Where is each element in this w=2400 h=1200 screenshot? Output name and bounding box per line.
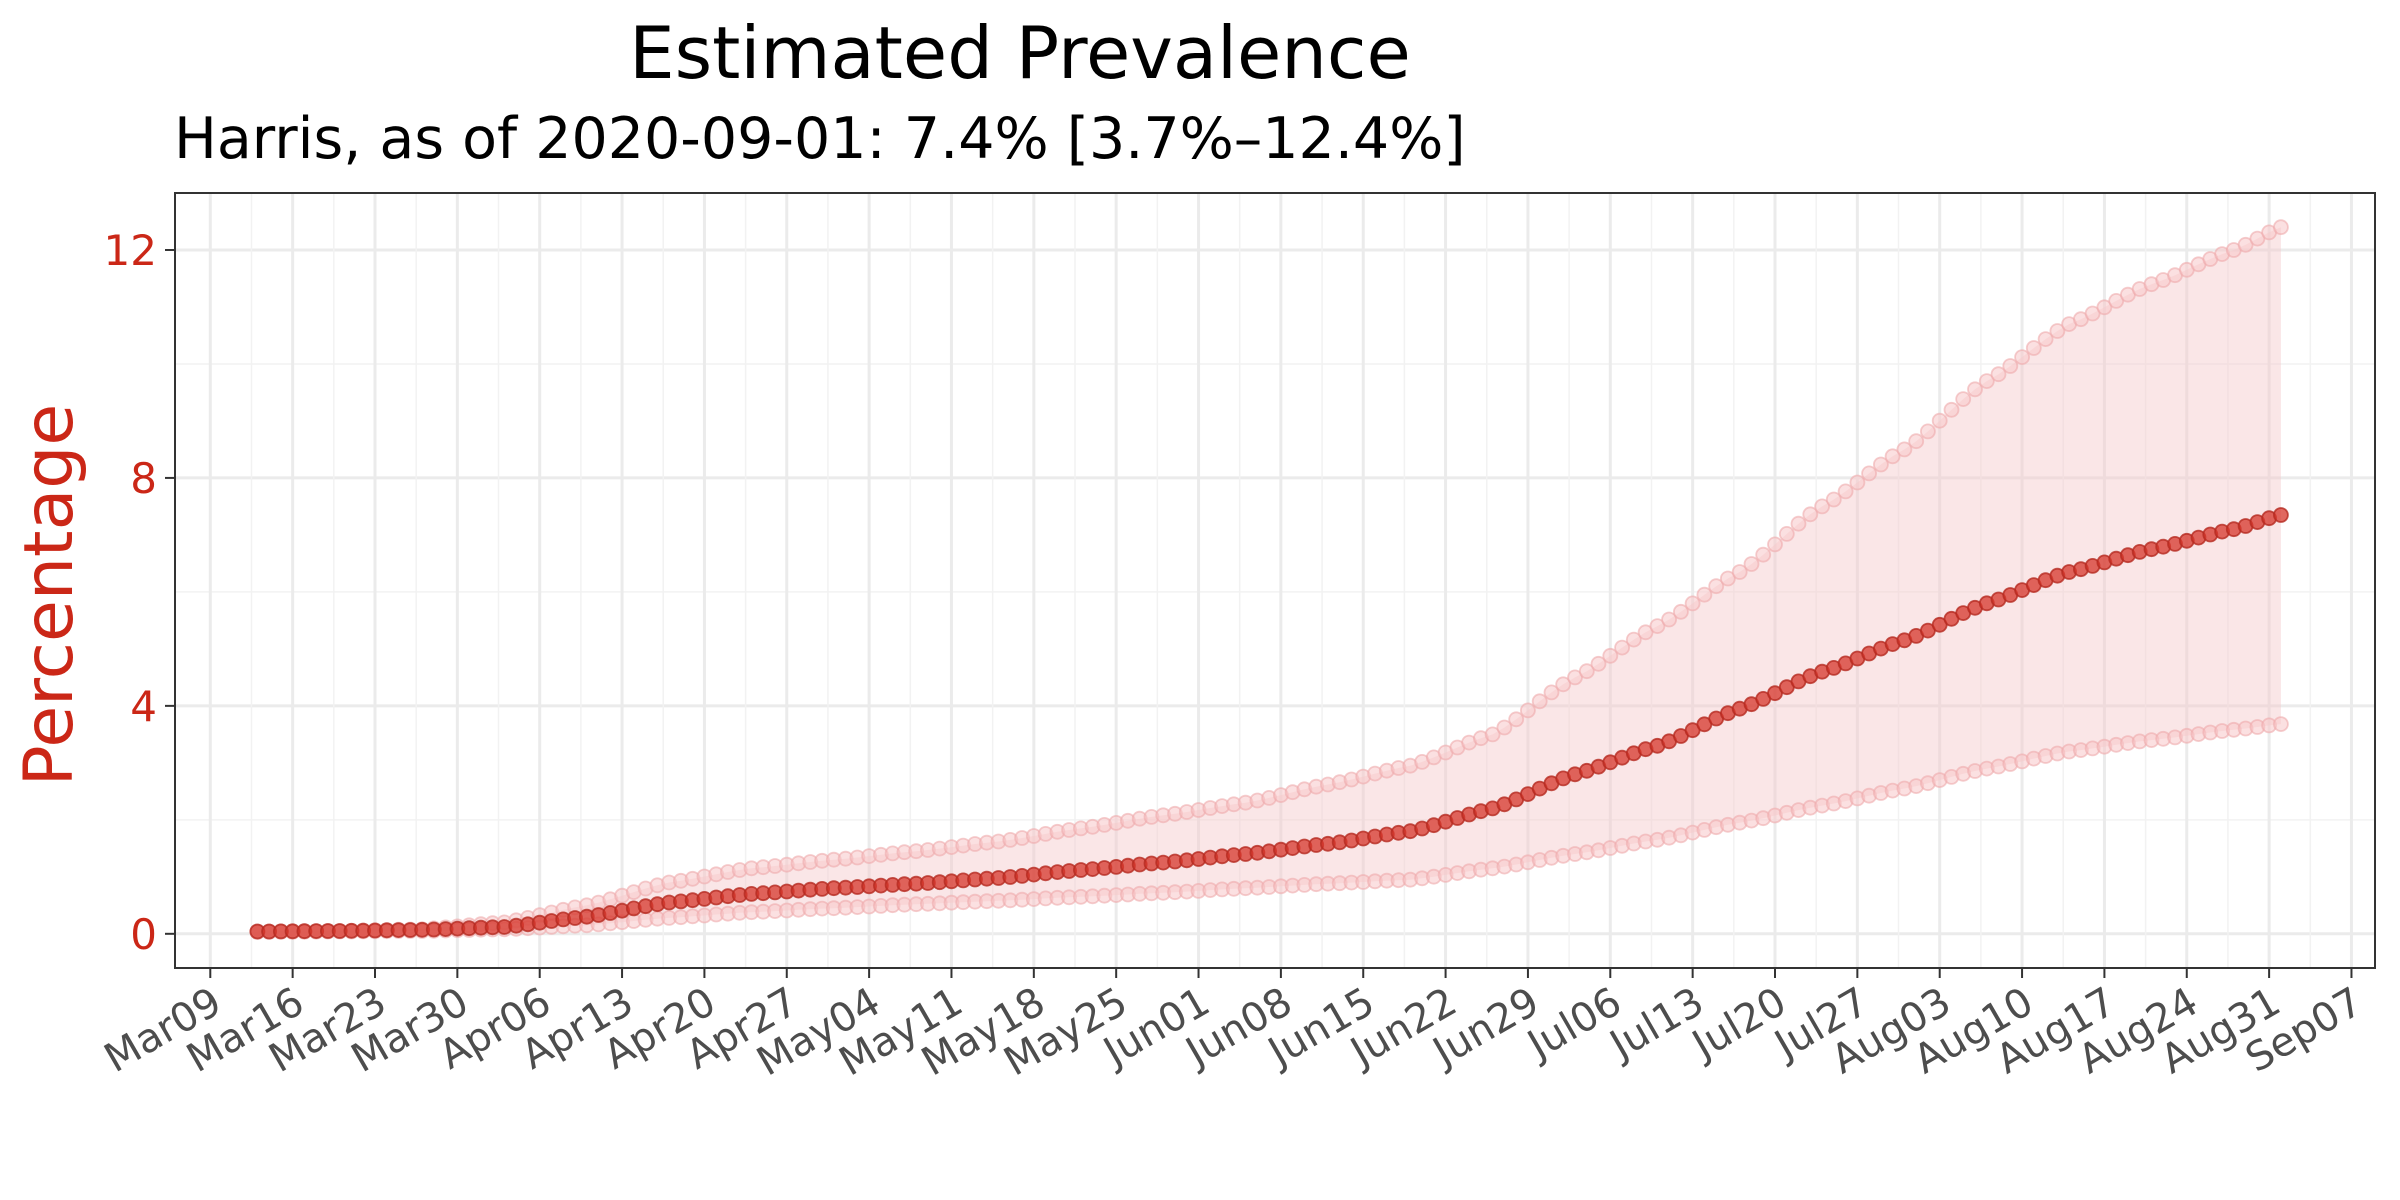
- upper-bound-point: [1661, 611, 1677, 628]
- upper-bound-point: [2014, 349, 2030, 366]
- upper-bound-point: [2037, 331, 2054, 348]
- upper-bound-point: [1837, 483, 1854, 500]
- upper-bound-point: [1743, 556, 1760, 572]
- upper-bound-point: [1978, 373, 1995, 390]
- upper-bound-point: [1555, 676, 1572, 693]
- upper-bound-point: [1931, 412, 1948, 429]
- y-tick-label: 0: [130, 910, 157, 959]
- upper-bound-point: [2025, 340, 2042, 356]
- upper-bound-point: [1602, 647, 1619, 664]
- y-tick-label: 12: [104, 226, 157, 275]
- upper-bound-point: [1814, 498, 1830, 515]
- upper-bound-point: [1943, 401, 1960, 418]
- estimate-point: [2272, 507, 2289, 523]
- y-tick-label: 8: [130, 454, 157, 503]
- upper-bound-point: [1755, 546, 1772, 563]
- upper-bound-point: [1508, 711, 1525, 728]
- upper-bound-point: [1955, 391, 1972, 408]
- x-axis-ticks: Mar09Mar16Mar23Mar30Apr06Apr13Apr20Apr27…: [97, 968, 2370, 1085]
- upper-bound-point: [1990, 366, 2007, 383]
- upper-bound-point: [1908, 433, 1925, 450]
- upper-bound-point: [1731, 564, 1748, 580]
- upper-bound-point: [1708, 578, 1725, 595]
- upper-bound-point: [1920, 423, 1936, 440]
- upper-bound-point: [1884, 448, 1901, 465]
- y-tick-label: 4: [130, 682, 157, 731]
- upper-bound-point: [1720, 570, 1736, 587]
- upper-bound-point: [1484, 726, 1501, 743]
- upper-bound-point: [1590, 655, 1607, 672]
- upper-bound-point: [1802, 506, 1819, 523]
- upper-bound-point: [1578, 663, 1595, 680]
- upper-bound-point: [1790, 515, 1807, 532]
- band-area: [257, 227, 2281, 933]
- y-axis-ticks: 0 4 8 12: [104, 226, 175, 959]
- upper-bound-point: [1496, 719, 1513, 736]
- upper-bound-point: [2049, 323, 2066, 339]
- series-points: [249, 219, 2289, 940]
- upper-bound-point: [1861, 465, 1877, 482]
- upper-bound-point: [2002, 358, 2019, 374]
- upper-bound-point: [1696, 586, 1713, 603]
- upper-bound-point: [2272, 219, 2289, 236]
- upper-bound-point: [1673, 603, 1689, 620]
- upper-bound-point: [2096, 299, 2113, 316]
- chart-subtitle: Harris, as of 2020-09-01: 7.4% [3.7%–12.…: [174, 106, 1466, 172]
- lower-bound-point: [2272, 716, 2289, 732]
- upper-bound-point: [1896, 441, 1913, 458]
- y-axis-label: Percentage: [10, 404, 89, 787]
- grid: [175, 193, 2375, 968]
- upper-bound-point: [1684, 595, 1701, 612]
- upper-bound-point: [1543, 684, 1560, 701]
- upper-bound-point: [1849, 474, 1866, 491]
- confidence-band: [257, 227, 2281, 933]
- plot-panel-border: [174, 192, 2376, 969]
- upper-bound-point: [1520, 702, 1536, 719]
- upper-bound-point: [1625, 631, 1642, 648]
- upper-bound-point: [1531, 693, 1548, 710]
- upper-bound-point: [1767, 536, 1783, 553]
- upper-bound-point: [1649, 618, 1666, 634]
- upper-bound-point: [1873, 456, 1889, 473]
- upper-bound-point: [1967, 381, 1983, 398]
- upper-bound-point: [1825, 491, 1842, 508]
- chart-title: Estimated Prevalence: [629, 11, 1411, 95]
- upper-bound-point: [1778, 526, 1795, 542]
- upper-bound-point: [1614, 639, 1630, 656]
